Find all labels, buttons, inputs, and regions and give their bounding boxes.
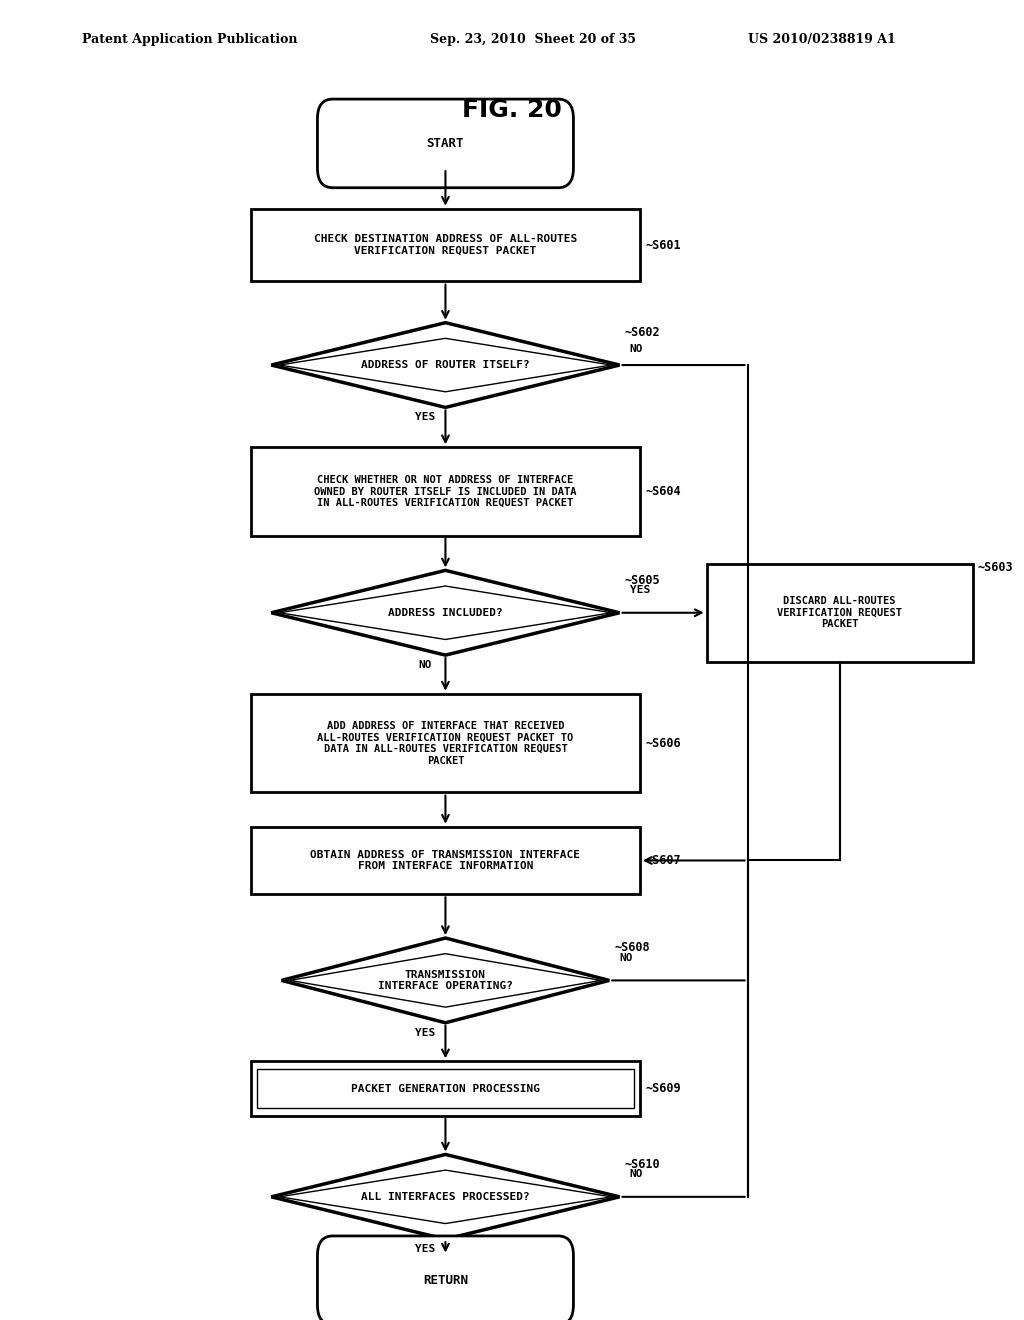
Text: ADD ADDRESS OF INTERFACE THAT RECEIVED
ALL-ROUTES VERIFICATION REQUEST PACKET TO: ADD ADDRESS OF INTERFACE THAT RECEIVED A…	[317, 721, 573, 766]
Text: ~S607: ~S607	[645, 854, 681, 867]
Polygon shape	[271, 322, 620, 408]
Text: ~S601: ~S601	[645, 239, 681, 252]
Text: FIG. 20: FIG. 20	[462, 98, 562, 121]
Bar	[251, 1061, 640, 1115]
Text: YES: YES	[630, 585, 650, 595]
Text: YES: YES	[415, 412, 435, 422]
Text: OBTAIN ADDRESS OF TRANSMISSION INTERFACE
FROM INTERFACE INFORMATION: OBTAIN ADDRESS OF TRANSMISSION INTERFACE…	[310, 850, 581, 871]
Text: ADDRESS OF ROUTER ITSELF?: ADDRESS OF ROUTER ITSELF?	[361, 360, 529, 370]
Text: NO: NO	[418, 660, 432, 671]
Text: ALL INTERFACES PROCESSED?: ALL INTERFACES PROCESSED?	[361, 1192, 529, 1201]
FancyBboxPatch shape	[317, 1236, 573, 1320]
Text: ~S610: ~S610	[625, 1158, 660, 1171]
Text: CHECK DESTINATION ADDRESS OF ALL-ROUTES
VERIFICATION REQUEST PACKET: CHECK DESTINATION ADDRESS OF ALL-ROUTES …	[313, 235, 578, 256]
Text: Patent Application Publication: Patent Application Publication	[82, 33, 297, 46]
Text: TRANSMISSION
INTERFACE OPERATING?: TRANSMISSION INTERFACE OPERATING?	[378, 970, 513, 991]
Text: ADDRESS INCLUDED?: ADDRESS INCLUDED?	[388, 607, 503, 618]
Text: ~S602: ~S602	[625, 326, 660, 339]
Polygon shape	[271, 1155, 620, 1239]
Polygon shape	[282, 939, 609, 1023]
Text: US 2010/0238819 A1: US 2010/0238819 A1	[748, 33, 895, 46]
Bar	[251, 694, 640, 792]
Text: PACKET GENERATION PROCESSING: PACKET GENERATION PROCESSING	[351, 1084, 540, 1094]
Text: RETURN: RETURN	[423, 1274, 468, 1287]
Text: NO: NO	[630, 345, 643, 354]
Bar	[251, 826, 640, 895]
Text: CHECK WHETHER OR NOT ADDRESS OF INTERFACE
OWNED BY ROUTER ITSELF IS INCLUDED IN : CHECK WHETHER OR NOT ADDRESS OF INTERFAC…	[314, 475, 577, 508]
Text: ~S604: ~S604	[645, 484, 681, 498]
Bar	[251, 210, 640, 281]
Text: YES: YES	[415, 1028, 435, 1038]
Text: Sep. 23, 2010  Sheet 20 of 35: Sep. 23, 2010 Sheet 20 of 35	[430, 33, 636, 46]
Text: NO: NO	[620, 953, 633, 962]
Bar	[257, 1069, 634, 1109]
Text: DISCARD ALL-ROUTES
VERIFICATION REQUEST
PACKET: DISCARD ALL-ROUTES VERIFICATION REQUEST …	[777, 597, 902, 630]
Text: ~S605: ~S605	[625, 574, 660, 586]
Text: ~S603: ~S603	[978, 561, 1014, 574]
Text: ~S606: ~S606	[645, 737, 681, 750]
FancyBboxPatch shape	[317, 99, 573, 187]
Text: ~S609: ~S609	[645, 1082, 681, 1096]
Bar	[707, 564, 973, 661]
Polygon shape	[271, 570, 620, 655]
Text: NO: NO	[630, 1170, 643, 1179]
Text: START: START	[427, 137, 464, 150]
Text: ~S608: ~S608	[614, 941, 650, 954]
Text: YES: YES	[415, 1245, 435, 1254]
Bar	[251, 447, 640, 536]
